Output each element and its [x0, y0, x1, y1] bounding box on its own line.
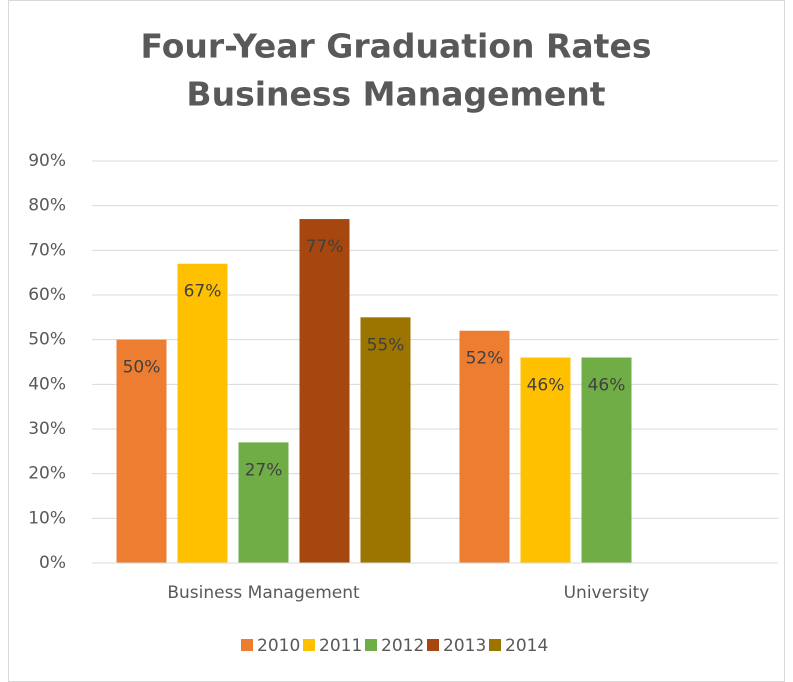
- x-tick-label: Business Management: [167, 583, 360, 603]
- y-tick-label: 60%: [28, 285, 66, 305]
- y-tick-label: 90%: [28, 151, 66, 171]
- legend-label: 2011: [319, 636, 362, 656]
- legend-label: 2013: [443, 636, 486, 656]
- value-label: 67%: [184, 282, 222, 302]
- y-tick-label: 30%: [28, 419, 66, 439]
- legend-swatch: [365, 639, 377, 651]
- bar: [459, 330, 510, 563]
- value-label: 52%: [466, 349, 504, 369]
- y-tick-label: 70%: [28, 240, 66, 260]
- y-tick-label: 50%: [28, 330, 66, 350]
- x-tick-label: University: [564, 583, 650, 603]
- legend-swatch: [303, 639, 315, 651]
- value-label: 46%: [588, 376, 626, 396]
- value-label: 55%: [367, 335, 405, 355]
- legend-label: 2010: [257, 636, 300, 656]
- bar: [116, 339, 167, 563]
- legend-label: 2012: [381, 636, 424, 656]
- y-tick-label: 40%: [28, 374, 66, 394]
- bar: [581, 357, 632, 563]
- value-label: 50%: [123, 358, 161, 378]
- y-tick-label: 20%: [28, 464, 66, 484]
- bar: [520, 357, 571, 563]
- value-label: 77%: [306, 237, 344, 257]
- legend-swatch: [489, 639, 501, 651]
- y-tick-label: 0%: [39, 553, 66, 573]
- bar: [177, 263, 228, 563]
- legend-swatch: [241, 639, 253, 651]
- legend-swatch: [427, 639, 439, 651]
- y-tick-label: 10%: [28, 508, 66, 528]
- chart-title: Business Management: [186, 75, 605, 114]
- bar: [299, 219, 350, 564]
- y-tick-label: 80%: [28, 196, 66, 216]
- bar: [360, 317, 411, 563]
- value-label: 46%: [527, 376, 565, 396]
- value-label: 27%: [245, 460, 283, 480]
- chart-title: Four-Year Graduation Rates: [140, 27, 651, 66]
- bar: [238, 442, 289, 563]
- legend-label: 2014: [505, 636, 548, 656]
